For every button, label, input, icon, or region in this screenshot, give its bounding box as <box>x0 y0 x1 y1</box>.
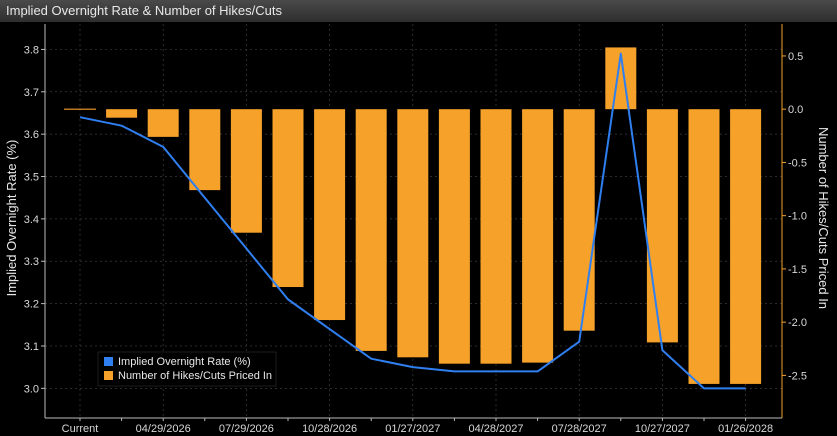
right-tick-label: -1.0 <box>788 211 807 223</box>
bar <box>688 109 720 384</box>
legend-swatch-hikes <box>104 371 113 380</box>
x-tick-label: 07/29/2026 <box>219 423 274 435</box>
left-tick-label: 3.8 <box>24 44 39 56</box>
legend-label-hikes: Number of Hikes/Cuts Priced In <box>118 370 272 382</box>
bar <box>397 109 429 358</box>
bar <box>272 109 304 288</box>
left-tick-label: 3.3 <box>24 256 39 268</box>
chart-title: Implied Overnight Rate & Number of Hikes… <box>6 3 282 18</box>
bar <box>438 109 470 364</box>
x-tick-label: 10/28/2026 <box>302 423 357 435</box>
bar <box>522 109 554 363</box>
left-tick-label: 3.7 <box>24 87 39 99</box>
bar <box>106 109 138 118</box>
x-axis-ticks: Current 04/29/2026 07/29/2026 10/28/2026 01/… <box>62 418 773 435</box>
rate-line <box>79 52 746 390</box>
right-tick-label: -0.5 <box>788 157 807 169</box>
left-axis-ticks: 3.0 3.1 3.2 3.3 3.4 3.5 3.6 3.7 3.8 <box>24 44 45 395</box>
right-tick-label: -1.5 <box>788 264 807 276</box>
x-tick-label: 04/29/2026 <box>136 423 191 435</box>
left-tick-label: 3.0 <box>24 383 39 395</box>
left-axis-label: Implied Overnight Rate (%) <box>4 140 19 297</box>
right-tick-label: -2.5 <box>788 370 807 382</box>
chart-title-bar: Implied Overnight Rate & Number of Hikes… <box>0 0 837 22</box>
legend-box <box>97 351 277 387</box>
bar <box>563 109 595 331</box>
x-tick-label: 10/27/2027 <box>635 423 690 435</box>
left-tick-label: 3.1 <box>24 341 39 353</box>
left-tick-label: 3.4 <box>24 214 39 226</box>
bar <box>646 109 678 343</box>
legend-swatch-rate <box>104 357 113 366</box>
x-tick-label: 04/28/2027 <box>468 423 523 435</box>
axes <box>44 24 783 419</box>
left-tick-label: 3.6 <box>24 129 39 141</box>
right-tick-label: -2.0 <box>788 317 807 329</box>
bar <box>314 109 346 321</box>
right-tick-label: 0.5 <box>788 51 803 63</box>
right-tick-label: 0.0 <box>788 104 803 116</box>
bar <box>355 109 387 351</box>
bar-series <box>64 47 762 384</box>
bar <box>480 109 512 364</box>
right-axis-ticks: -2.5 -2.0 -1.5 -1.0 -0.5 0.0 0.5 <box>782 51 807 382</box>
left-tick-label: 3.2 <box>24 299 39 311</box>
bar <box>730 109 762 384</box>
bar <box>189 109 221 191</box>
bar <box>147 109 179 137</box>
x-tick-label: Current <box>62 423 99 435</box>
legend: Implied Overnight Rate (%) Number of Hik… <box>97 351 277 387</box>
right-axis-label: Number of Hikes/Cuts Priced In <box>816 127 831 309</box>
bar <box>230 109 262 233</box>
line-series <box>79 52 746 390</box>
x-tick-label: 01/26/2028 <box>718 423 773 435</box>
x-tick-label: 01/27/2027 <box>385 423 440 435</box>
left-tick-label: 3.5 <box>24 172 39 184</box>
legend-label-rate: Implied Overnight Rate (%) <box>118 356 251 368</box>
x-tick-label: 07/28/2027 <box>552 423 607 435</box>
